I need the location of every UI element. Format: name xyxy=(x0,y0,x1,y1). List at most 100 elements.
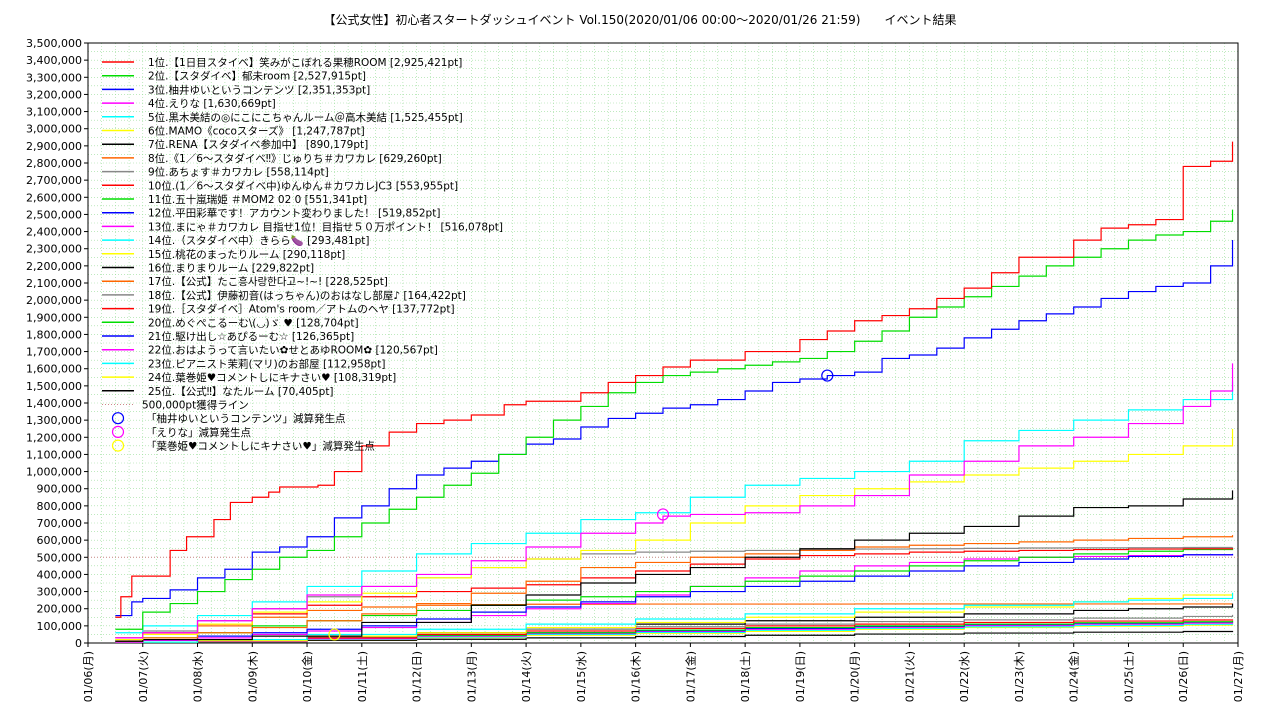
y-tick-label: 2,900,000 xyxy=(26,140,82,153)
legend-label: 3位.柚井ゆいというコンテンツ [2,351,353pt] xyxy=(148,83,370,96)
legend-marker xyxy=(111,439,125,452)
y-tick-label: 900,000 xyxy=(37,483,83,496)
y-tick-label: 1,700,000 xyxy=(26,346,82,359)
legend-label: 11位.五十嵐瑞姫 ＃MOM2 02 0 [551,341pt] xyxy=(148,193,367,206)
series-line xyxy=(115,535,1234,642)
x-tick-label: 01/07(火) xyxy=(137,651,150,702)
x-tick-label: 01/15(水) xyxy=(575,651,588,702)
y-tick-label: 0 xyxy=(75,637,82,650)
legend-label: 14位.（スタダイベ中）きらら🍆 [293,481pt] xyxy=(148,234,370,247)
legend-label: 20位.めぐぺこるーむ\(◡)ゞ ♥ [128,704pt] xyxy=(148,316,359,329)
deduction-marker xyxy=(821,369,834,382)
legend-label: 2位.【スタダイベ】郁未room [2,527,915pt] xyxy=(148,70,366,83)
y-tick-label: 3,200,000 xyxy=(26,88,82,101)
x-tick-label: 01/09(木) xyxy=(246,651,259,702)
legend-label: 24位.葉巻姫♥コメントしにキナさい♥ [108,319pt] xyxy=(148,371,396,384)
x-axis: 01/06(月) 01/07(火) 01/08(水) 01/09(木) 01/10(金)… xyxy=(82,643,1245,702)
series-lines xyxy=(115,141,1234,644)
grid-lines xyxy=(87,42,1239,644)
legend-label: 23位.ピアニスト茉莉(マリ)のお部屋 [112,958pt] xyxy=(148,357,385,370)
y-tick-label: 1,100,000 xyxy=(26,448,82,461)
y-tick-label: 1,400,000 xyxy=(26,397,82,410)
y-tick-label: 1,000,000 xyxy=(26,466,82,479)
legend-label: 15位.桃花のまったりルーム [290,118pt] xyxy=(148,248,345,261)
y-tick-label: 600,000 xyxy=(37,534,83,547)
legend-label: 5位.黒木美結の◎にこにこちゃんルーム＠高木美結 [1,525,455pt] xyxy=(148,111,463,124)
legend-label: 10位.(1／6～スタダイベ中)ゆんゆん＃カワカレJC3 [553,955pt] xyxy=(148,179,458,192)
legend-label: 7位.RENA【スタダイベ参加中】 [890,179pt] xyxy=(148,138,368,151)
y-tick-label: 100,000 xyxy=(37,620,83,633)
legend-label: 25位.【公式‼︎】なたルーム [70,405pt] xyxy=(148,385,334,398)
x-tick-label: 01/17(金) xyxy=(683,651,697,702)
y-tick-label: 3,400,000 xyxy=(26,54,82,67)
x-tick-label: 01/11(土) xyxy=(356,651,369,702)
y-tick-label: 1,800,000 xyxy=(26,328,82,341)
y-tick-label: 1,500,000 xyxy=(26,380,82,393)
series-line xyxy=(115,239,1234,617)
x-tick-label: 01/12(日) xyxy=(411,651,424,702)
legend-label: 13位.まにゃ＃カワカレ 目指せ1位！目指せ５０万ポイント！ [516,078p… xyxy=(148,220,503,233)
legend-label: 6位.MAMO《cocoスターズ》 [1,247,787pt] xyxy=(148,125,365,138)
y-tick-label: 2,800,000 xyxy=(26,157,82,170)
y-tick-label: 2,000,000 xyxy=(26,294,82,307)
y-tick-label: 1,300,000 xyxy=(26,414,82,427)
legend-label: 19位.［スタダイベ］Atom's room／アトムのヘヤ [137,772pt… xyxy=(148,303,455,316)
series-line xyxy=(115,363,1234,639)
y-tick-label: 2,300,000 xyxy=(26,243,82,256)
y-tick-label: 2,600,000 xyxy=(26,191,82,204)
y-tick-label: 800,000 xyxy=(37,500,83,513)
x-tick-label: 01/26(日) xyxy=(1177,651,1190,702)
legend-label: 18位.【公式】伊藤初音(はっちゃん)のおはなし部屋♪ [164,422pt] xyxy=(148,289,466,302)
x-tick-label: 01/10(金) xyxy=(300,651,314,702)
legend-marker xyxy=(111,425,125,438)
y-tick-label: 200,000 xyxy=(37,603,83,616)
x-tick-label: 01/27(月) xyxy=(1232,651,1245,702)
legend-label: 12位.平田彩華です！アカウント変わりました！ [519,852pt] xyxy=(148,207,440,220)
y-tick-label: 2,100,000 xyxy=(26,277,82,290)
legend-label: 「柚井ゆいというコンテンツ」減算発生点 xyxy=(146,412,346,425)
x-tick-label: 01/24(金) xyxy=(1067,651,1081,702)
series-line xyxy=(115,553,1234,642)
y-tick-label: 1,900,000 xyxy=(26,311,82,324)
x-tick-label: 01/20(月) xyxy=(849,651,862,702)
legend: 1位.【1日目スタイベ】笑みがこぼれる果穂ROOM [2,925,421pt]2… xyxy=(102,56,503,453)
x-tick-label: 01/14(火) xyxy=(520,651,533,702)
legend-label: 「葉巻姫♥コメントしにキナさい♥」減算発生点 xyxy=(146,440,375,453)
y-tick-label: 1,200,000 xyxy=(26,431,82,444)
series-line xyxy=(115,429,1234,641)
y-axis: 0 100,000 200,000 300,000 400,000 500,000 600,… xyxy=(26,37,88,650)
y-tick-label: 2,500,000 xyxy=(26,208,82,221)
legend-label: 500,000pt獲得ライン xyxy=(142,399,249,412)
series-line xyxy=(115,209,1234,630)
x-tick-label: 01/18(土) xyxy=(739,651,752,702)
x-tick-label: 01/19(日) xyxy=(794,651,807,702)
legend-label: 9位.あちょす＃カワカレ [558,114pt] xyxy=(148,166,329,179)
x-tick-label: 01/25(土) xyxy=(1122,651,1135,702)
y-tick-label: 500,000 xyxy=(37,551,83,564)
legend-label: 8位.《1／6～スタダイベ‼︎》じゅりち＃カワカレ [629,260pt] xyxy=(148,152,442,165)
x-tick-label: 01/06(月) xyxy=(82,651,95,702)
x-tick-label: 01/23(木) xyxy=(1013,651,1026,702)
y-tick-label: 3,500,000 xyxy=(26,37,82,50)
legend-label: 22位.おはようって言いたい✿せとあゆROOM✿ [120,567pt] xyxy=(148,344,438,357)
legend-label: 16位.まりまりルーム [229,822pt] xyxy=(148,262,314,275)
series-line xyxy=(115,490,1234,642)
x-tick-label: 01/16(木) xyxy=(630,651,643,702)
x-tick-label: 01/08(水) xyxy=(192,651,205,702)
legend-label: 4位.えりな [1,630,669pt] xyxy=(148,97,276,110)
legend-label: 1位.【1日目スタイベ】笑みがこぼれる果穂ROOM [2,925,421pt] xyxy=(148,56,462,69)
y-tick-label: 400,000 xyxy=(37,568,83,581)
y-tick-label: 3,100,000 xyxy=(26,106,82,119)
legend-label: 21位.駆け出し☆あぴるーむ☆ [126,365pt] xyxy=(148,330,354,343)
x-tick-label: 01/21(火) xyxy=(903,651,916,702)
legend-label: 17位.【公式】たこ흥사랑한다고~!~! [228,525pt] xyxy=(148,275,388,288)
legend-label: 「えりな」減算発生点 xyxy=(146,426,251,439)
deduction-markers xyxy=(328,369,834,641)
y-tick-label: 3,300,000 xyxy=(26,71,82,84)
y-tick-label: 1,600,000 xyxy=(26,363,82,376)
y-tick-label: 300,000 xyxy=(37,586,83,599)
x-tick-label: 01/22(水) xyxy=(958,651,971,702)
y-tick-label: 2,400,000 xyxy=(26,226,82,239)
plot-frame xyxy=(87,42,1239,644)
